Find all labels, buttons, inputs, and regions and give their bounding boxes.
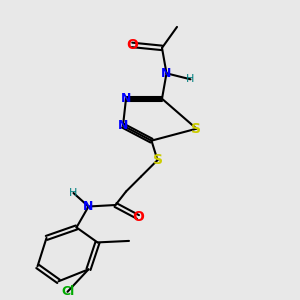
Text: O: O <box>126 38 138 52</box>
Text: N: N <box>161 67 172 80</box>
Text: Cl: Cl <box>61 285 74 298</box>
Text: H: H <box>69 188 78 198</box>
Text: O: O <box>132 210 144 224</box>
Text: H: H <box>186 74 195 84</box>
Text: S: S <box>152 153 163 167</box>
Text: N: N <box>118 119 128 132</box>
Text: N: N <box>83 200 94 213</box>
Text: N: N <box>121 92 131 105</box>
Text: S: S <box>191 122 202 136</box>
